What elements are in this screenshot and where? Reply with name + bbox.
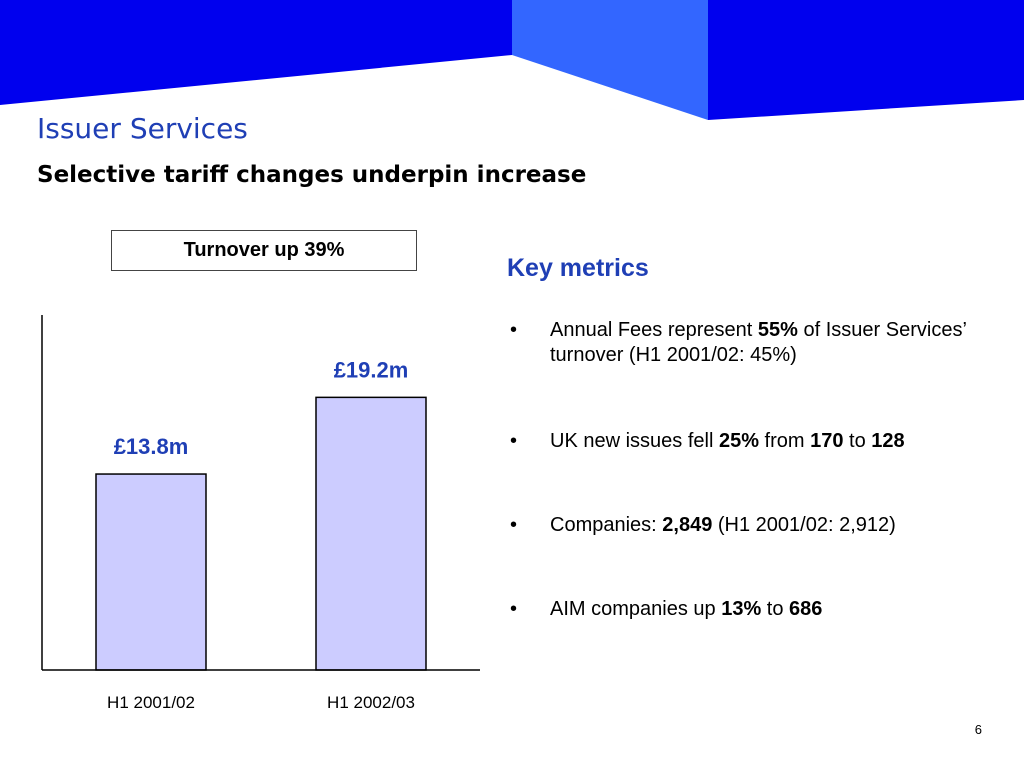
bar-1 [95,473,207,671]
metric-highlight: 170 [810,430,844,452]
page-number: 6 [974,722,982,737]
metric-text-part: AIM companies up [550,598,722,620]
turnover-callout: Turnover up 39% [111,230,417,271]
metric-text-part: from [759,430,811,452]
slide-title: Issuer Services [37,112,248,145]
metric-highlight: 13% [721,598,762,620]
metric-item: • AIM companies up 13% to 686 [510,597,1010,622]
x-tick-label-1: H1 2001/02 [107,693,195,712]
bullet-icon: • [510,598,518,620]
bullet-icon: • [510,514,518,536]
metric-text-part: to [761,598,790,620]
metric-text: Companies: 2,849 (H1 2001/02: 2,912) [550,513,1010,538]
metric-highlight: 25% [718,430,759,452]
metric-text: UK new issues fell 25% from 170 to 128 [550,429,1010,454]
turnover-bar-chart: £13.8m H1 2001/02 £19.2m H1 2002/03 [41,315,480,712]
x-tick-label-2: H1 2002/03 [327,693,415,712]
metric-text: AIM companies up 13% to 686 [550,597,1010,622]
metric-text-part: to [843,430,872,452]
metric-item: • Companies: 2,849 (H1 2001/02: 2,912) [510,513,1010,538]
metric-highlight: 128 [871,430,905,452]
bar-2 [315,396,427,671]
metric-item: • UK new issues fell 25% from 170 to 128 [510,429,1010,454]
banner-right-panel [708,0,1024,120]
slide-subtitle: Selective tariff changes underpin increa… [37,162,587,188]
bullet-icon: • [510,319,518,341]
data-label-1: £13.8m [114,434,189,459]
metric-text: Annual Fees represent 55% of Issuer Serv… [550,318,1010,368]
metric-text-part: of Issuer Services’ turnover (H1 2001/02… [550,319,967,366]
banner-left-panel [0,0,512,105]
header-banner [0,0,1024,120]
metric-highlight: 55% [757,319,798,341]
banner-center-panel [512,0,708,120]
metric-highlight: 2,849 [662,514,713,536]
data-label-2: £19.2m [334,357,409,382]
metric-text-part: (H1 2001/02: 2,912) [712,514,896,536]
metric-text-part: UK new issues fell [550,430,719,452]
bullet-icon: • [510,430,518,452]
key-metrics-title: Key metrics [507,254,649,282]
metric-item: • Annual Fees represent 55% of Issuer Ser… [510,318,1010,368]
metric-highlight: 686 [789,598,823,620]
metric-text-part: Annual Fees represent [550,319,758,341]
metric-text-part: Companies: [550,514,663,536]
